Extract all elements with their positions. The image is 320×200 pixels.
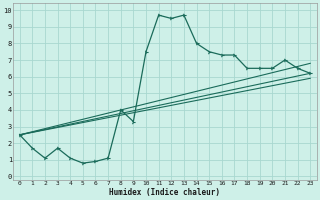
X-axis label: Humidex (Indice chaleur): Humidex (Indice chaleur) — [109, 188, 220, 197]
